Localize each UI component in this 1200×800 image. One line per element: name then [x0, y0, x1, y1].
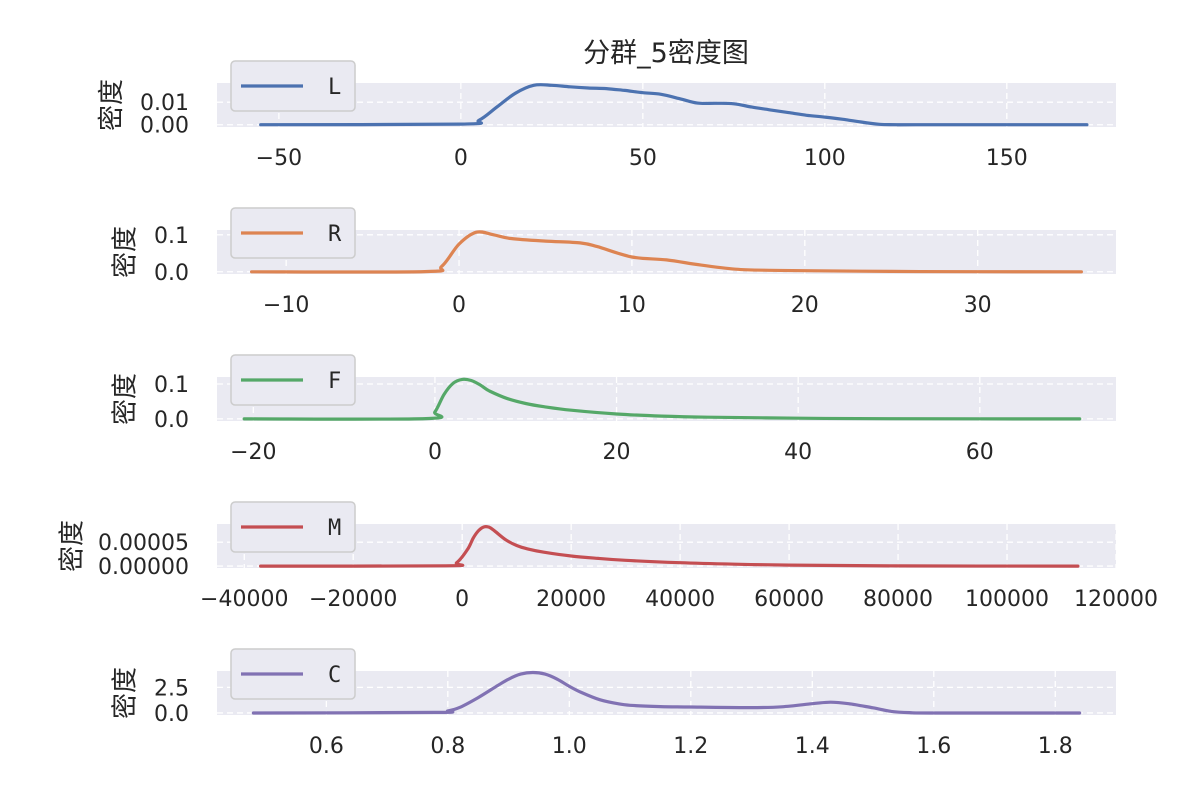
- x-tick-label: 60000: [754, 587, 824, 612]
- x-tick-label: 0: [452, 293, 466, 318]
- y-tick-label: 0.0: [154, 702, 189, 727]
- y-tick-label: 0.0: [154, 408, 189, 433]
- x-tick-label: 0.8: [430, 734, 465, 759]
- legend: L: [230, 60, 356, 112]
- y-tick-label: 0.1: [154, 373, 189, 398]
- x-tick-label: 0: [428, 440, 442, 465]
- y-tick-label: 2.5: [154, 676, 189, 701]
- x-tick-label: 50: [629, 146, 657, 171]
- legend: M: [230, 501, 356, 553]
- figure-title: 分群_5密度图: [583, 38, 749, 69]
- x-tick-label: 1.0: [552, 734, 587, 759]
- y-axis-label: 密度: [97, 79, 127, 131]
- series-line-M: [259, 524, 1080, 568]
- x-tick-label: 100: [804, 146, 846, 171]
- density-panel-1: −10 0 10 20 30 0.0 0.1 密度 R: [110, 207, 1116, 318]
- x-tick-label: 100000: [965, 587, 1049, 612]
- plot-area: [217, 83, 1116, 127]
- x-tick-label: 0.6: [309, 734, 344, 759]
- legend: C: [230, 648, 356, 700]
- x-tick-label: 0: [455, 587, 469, 612]
- legend-label: L: [328, 75, 341, 100]
- y-tick-label: 0.1: [154, 224, 189, 249]
- x-tick-label: 120000: [1074, 587, 1158, 612]
- x-tick-label: −40000: [200, 587, 288, 612]
- legend-label: R: [328, 222, 342, 247]
- x-tick-label: 10: [618, 293, 646, 318]
- x-tick-label: 40: [784, 440, 812, 465]
- plot-area: [217, 230, 1116, 274]
- density-panel-0: −50 0 50 100 150 0.000.01 密度 L: [97, 60, 1116, 171]
- density-panel-4: 0.6 0.8 1.0 1.2 1.4 1.6 1.8 0.02.5 密度 C: [110, 648, 1116, 759]
- series-line-C: [251, 670, 1082, 715]
- x-tick-label: 0: [454, 146, 468, 171]
- x-tick-label: 1.2: [673, 734, 708, 759]
- x-tick-label: 1.8: [1038, 734, 1073, 759]
- x-tick-label: −50: [256, 146, 302, 171]
- plot-area: [217, 377, 1116, 421]
- legend-label: F: [328, 369, 341, 394]
- x-tick-label: −20000: [309, 587, 397, 612]
- series-line-F: [242, 377, 1082, 421]
- legend: F: [230, 354, 356, 406]
- x-tick-label: 150: [986, 146, 1028, 171]
- y-tick-label: 0.00000: [98, 555, 189, 580]
- y-tick-label: 0.00: [140, 114, 189, 139]
- y-axis-label: 密度: [58, 520, 88, 572]
- density-panel-2: −20 0 20 40 60 0.0 0.1 密度 F: [110, 354, 1116, 465]
- x-tick-label: 40000: [645, 587, 715, 612]
- series-line-L: [259, 83, 1089, 127]
- legend: R: [230, 207, 356, 259]
- x-tick-label: 1.6: [916, 734, 951, 759]
- x-tick-label: 20: [603, 440, 631, 465]
- legend-label: M: [328, 516, 341, 541]
- x-tick-label: 30: [964, 293, 992, 318]
- y-tick-label: 0.0: [154, 261, 189, 286]
- x-tick-label: −20: [230, 440, 276, 465]
- y-tick-label: 0.00005: [98, 531, 189, 556]
- y-axis-label: 密度: [110, 667, 140, 719]
- x-tick-label: 20: [791, 293, 819, 318]
- series-line-R: [250, 230, 1083, 274]
- y-tick-label: 0.01: [140, 91, 189, 116]
- x-tick-label: 80000: [863, 587, 933, 612]
- legend-label: C: [328, 663, 341, 688]
- x-tick-label: 20000: [536, 587, 606, 612]
- x-tick-label: 1.4: [795, 734, 830, 759]
- x-tick-label: 60: [966, 440, 994, 465]
- y-axis-label: 密度: [110, 373, 140, 425]
- density-panel-3: −40000 −20000 0 20000 40000 60000 80000 100000 1…: [58, 501, 1158, 612]
- x-tick-label: −10: [263, 293, 309, 318]
- y-axis-label: 密度: [110, 226, 140, 278]
